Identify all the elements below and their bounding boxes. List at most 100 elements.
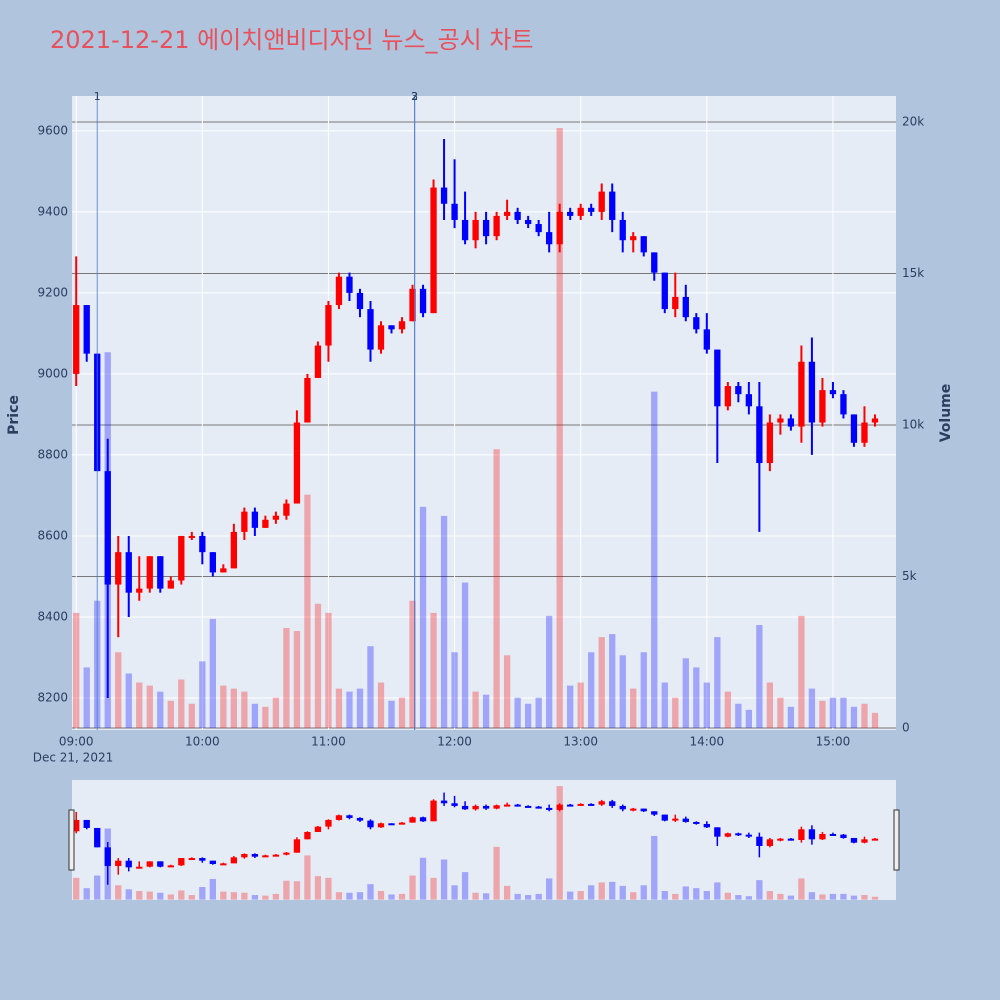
- volume-bar: [409, 600, 416, 729]
- mini-volume-bar: [199, 887, 206, 900]
- volume-bar: [493, 449, 500, 729]
- candle-body: [724, 386, 731, 407]
- volume-bar: [115, 652, 122, 729]
- mini-candle-body: [283, 852, 290, 855]
- candle-body: [787, 418, 795, 427]
- volume-bar: [377, 682, 385, 729]
- mini-volume-bar: [356, 892, 364, 900]
- mini-candle-body: [693, 821, 700, 824]
- volume-bar: [262, 706, 269, 729]
- mini-candle-body: [840, 834, 847, 838]
- volume-bar: [861, 703, 868, 729]
- mini-candle-body: [335, 815, 343, 820]
- mini-candle-body: [167, 865, 174, 868]
- plot-area: [72, 96, 896, 730]
- mini-candle-body: [829, 833, 837, 836]
- mini-candle-body: [514, 804, 521, 807]
- volume-bar: [482, 694, 490, 729]
- mini-volume-bar: [556, 786, 563, 900]
- y2-tick-label: 10k: [902, 417, 924, 431]
- volume-bar: [598, 637, 605, 729]
- mini-candle-body: [609, 801, 616, 806]
- mini-volume-bar: [546, 878, 553, 900]
- mini-volume-bar: [304, 855, 311, 900]
- mini-candle-body: [661, 814, 668, 821]
- volume-bar: [745, 709, 753, 729]
- volume-bar: [672, 697, 679, 729]
- mini-volume-bar: [178, 890, 185, 900]
- candle-body: [567, 211, 574, 216]
- mini-candle-body: [850, 837, 858, 843]
- range-handle[interactable]: [68, 809, 75, 871]
- mini-candle-body: [787, 838, 795, 841]
- mini-candle-body: [703, 823, 710, 828]
- mini-candle-body: [756, 836, 763, 846]
- mini-volume-bar: [293, 881, 301, 900]
- mini-volume-bar: [409, 875, 416, 900]
- candle-body: [829, 390, 837, 395]
- range-handle[interactable]: [893, 809, 900, 871]
- mini-candle-body: [136, 866, 143, 869]
- mini-volume-bar: [829, 893, 837, 900]
- mini-volume-bar: [819, 894, 826, 900]
- candle-body: [178, 535, 185, 581]
- mini-candle-body: [819, 833, 826, 840]
- mini-candle-body: [115, 860, 122, 867]
- candle-body: [220, 568, 227, 573]
- volume-bar: [209, 618, 216, 729]
- candle-body: [283, 503, 290, 516]
- mini-volume-bar: [651, 835, 658, 900]
- candle-body: [230, 531, 238, 569]
- mini-volume-bar: [787, 895, 795, 900]
- volume-bar: [819, 700, 826, 729]
- mini-volume-bar: [640, 885, 647, 900]
- candle-body: [409, 288, 416, 322]
- candle-body: [419, 288, 427, 314]
- mini-volume-bar: [745, 896, 753, 900]
- mini-candle-body: [388, 823, 395, 826]
- volume-bar: [136, 682, 143, 729]
- candle-body: [766, 422, 774, 464]
- volume-bar: [577, 682, 584, 729]
- candle-body: [335, 276, 343, 306]
- mini-candle-body: [871, 838, 879, 841]
- mini-volume-bar: [567, 891, 574, 900]
- candle-body: [871, 418, 879, 423]
- candle-body: [861, 422, 868, 443]
- volume-bar: [283, 628, 290, 729]
- y2-axis-title: Volume: [938, 384, 954, 443]
- mini-volume-bar: [188, 895, 195, 900]
- mini-volume-bar: [661, 891, 668, 900]
- candle-body: [314, 345, 322, 378]
- candle-body: [440, 187, 448, 204]
- candle-body: [514, 211, 521, 220]
- y-tick-label: 8800: [37, 447, 68, 461]
- x-tick-label: 09:00: [59, 735, 94, 749]
- volume-bar: [199, 661, 206, 729]
- mini-candle-body: [651, 811, 658, 815]
- mini-volume-bar: [325, 877, 332, 900]
- mini-volume-bar: [535, 893, 542, 900]
- mini-candle-body: [440, 800, 448, 804]
- mini-volume-bar: [73, 877, 80, 900]
- candle-body: [262, 519, 269, 528]
- volume-bar: [703, 682, 710, 729]
- mini-candle-body: [188, 858, 195, 861]
- mini-candle-body: [430, 800, 437, 822]
- y-tick-label: 8200: [37, 690, 68, 704]
- candle-body: [188, 535, 195, 538]
- volume-bar: [714, 637, 721, 729]
- candle-body: [703, 329, 710, 350]
- mini-volume-bar: [577, 891, 584, 900]
- mini-volume-bar: [94, 875, 101, 900]
- y-tick-label: 9200: [37, 285, 68, 299]
- mini-candle-body: [304, 831, 311, 840]
- x-tick-label: 12:00: [437, 735, 472, 749]
- mini-candle-body: [146, 861, 153, 867]
- y2-tick-label: 15k: [902, 266, 924, 280]
- mini-volume-bar: [493, 846, 500, 900]
- x-date-label: Dec 21, 2021: [33, 751, 113, 765]
- candle-body: [798, 361, 805, 427]
- mini-volume-bar: [756, 880, 763, 900]
- volume-bar: [609, 634, 616, 729]
